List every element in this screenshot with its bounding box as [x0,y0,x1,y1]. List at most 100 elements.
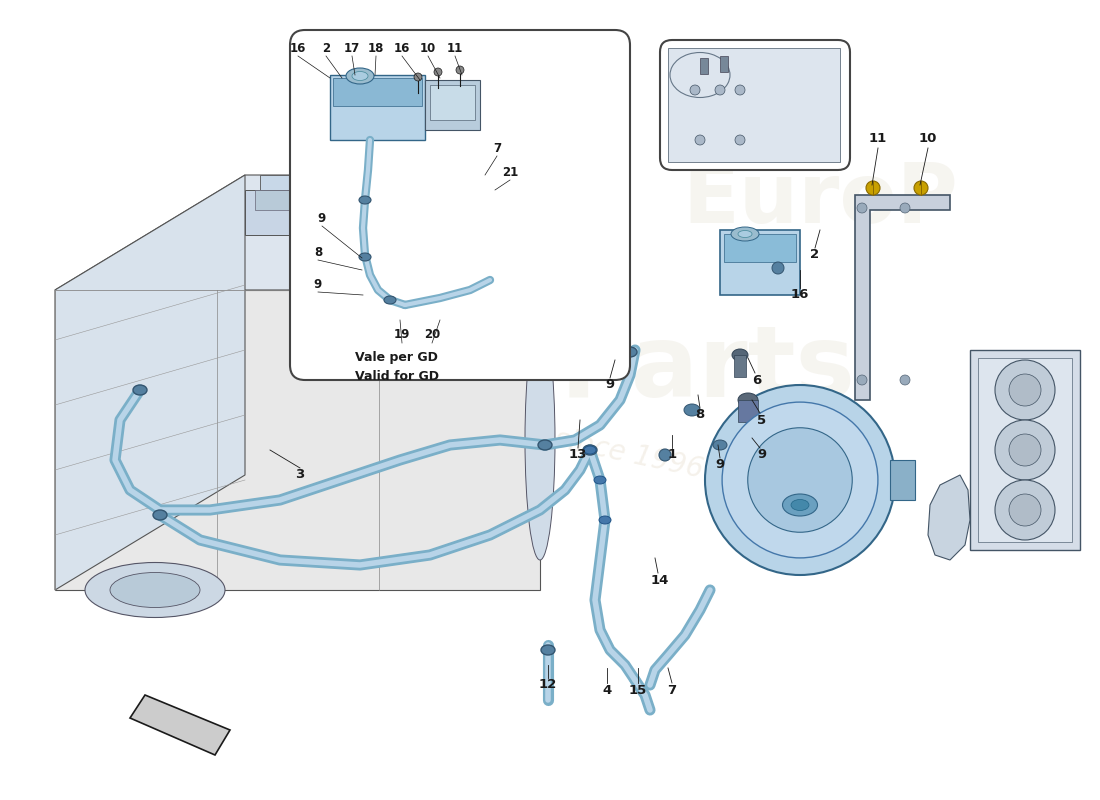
Ellipse shape [732,227,759,241]
Ellipse shape [623,347,637,357]
Circle shape [705,385,895,575]
Text: 6: 6 [752,374,761,386]
Ellipse shape [346,68,374,84]
Ellipse shape [133,385,147,395]
Text: 18: 18 [367,42,384,54]
Ellipse shape [600,516,610,524]
Ellipse shape [738,230,752,238]
Text: 8: 8 [314,246,322,258]
Polygon shape [855,195,950,400]
Text: Vale per GD: Vale per GD [355,351,438,365]
Ellipse shape [713,440,727,450]
Ellipse shape [541,645,556,655]
Text: 1: 1 [668,449,676,462]
Text: 12: 12 [539,678,557,691]
Bar [970,350,1080,550]
Bar [430,85,475,120]
Ellipse shape [85,562,226,618]
Bar [738,400,758,422]
Ellipse shape [365,178,425,202]
Circle shape [996,480,1055,540]
Circle shape [690,85,700,95]
Bar [700,58,708,74]
Ellipse shape [359,196,371,204]
Circle shape [900,375,910,385]
Ellipse shape [738,393,758,407]
Text: 16: 16 [394,42,410,54]
Ellipse shape [153,510,167,520]
Text: 5: 5 [758,414,767,426]
Text: a passion since 1996: a passion since 1996 [414,396,706,484]
Circle shape [857,375,867,385]
Text: 10: 10 [420,42,436,54]
Circle shape [866,181,880,195]
FancyBboxPatch shape [660,40,850,170]
Ellipse shape [358,195,372,205]
FancyBboxPatch shape [290,30,630,380]
Polygon shape [55,175,245,590]
Circle shape [996,360,1055,420]
Polygon shape [130,695,230,755]
Circle shape [695,135,705,145]
Polygon shape [455,175,505,210]
Ellipse shape [583,445,597,455]
Polygon shape [928,475,970,560]
Bar [330,75,425,140]
Text: 4: 4 [603,683,612,697]
Circle shape [659,449,671,461]
Circle shape [735,135,745,145]
Bar [890,460,915,500]
Bar [720,56,728,72]
Circle shape [748,428,852,532]
Ellipse shape [352,71,368,81]
Ellipse shape [594,476,606,484]
Circle shape [914,181,928,195]
Circle shape [996,420,1055,480]
Polygon shape [55,290,540,590]
Circle shape [1009,374,1041,406]
Bar [245,190,540,235]
Bar [420,190,460,210]
Text: 14: 14 [651,574,669,586]
Ellipse shape [791,499,808,510]
Ellipse shape [733,450,747,460]
Text: 16: 16 [289,42,306,54]
Text: 2: 2 [811,249,819,262]
Ellipse shape [359,253,371,261]
Text: 21: 21 [502,166,518,178]
Ellipse shape [684,404,700,416]
Circle shape [900,203,910,213]
Ellipse shape [782,494,817,516]
Text: 9: 9 [605,378,615,391]
Text: 7: 7 [668,683,676,697]
Circle shape [715,85,725,95]
Bar [255,190,295,210]
Polygon shape [668,48,840,162]
Polygon shape [390,175,440,210]
Text: 8: 8 [695,409,705,422]
Circle shape [735,85,745,95]
Text: 10: 10 [918,131,937,145]
Ellipse shape [584,446,596,454]
Text: 9: 9 [758,449,767,462]
Ellipse shape [384,296,396,304]
Text: 9: 9 [318,211,326,225]
Bar [720,230,800,295]
Text: 19: 19 [394,329,410,342]
Bar [978,358,1072,542]
Text: EuroParts: EuroParts [304,322,856,418]
Ellipse shape [538,440,552,450]
Text: 16: 16 [791,289,810,302]
Text: EuroP: EuroP [682,159,958,241]
Text: 13: 13 [569,449,587,462]
Ellipse shape [525,320,556,560]
Circle shape [456,66,464,74]
Circle shape [434,68,442,76]
Text: Valid for GD: Valid for GD [355,370,439,382]
Ellipse shape [732,349,748,361]
Polygon shape [55,175,540,290]
Ellipse shape [358,253,372,263]
Text: 9: 9 [715,458,725,471]
Circle shape [857,203,867,213]
Circle shape [722,402,878,558]
